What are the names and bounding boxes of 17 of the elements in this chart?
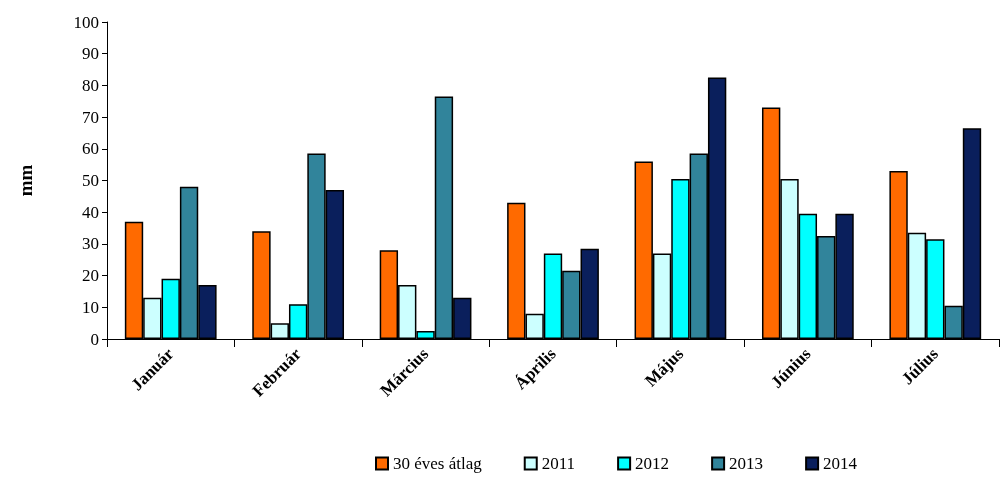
legend-label: 2014 [823, 454, 858, 473]
y-tick-label: 20 [82, 266, 99, 286]
legend-label: 2013 [729, 454, 764, 473]
y-tick-label: 50 [82, 171, 99, 190]
y-tick-label: 60 [82, 139, 99, 159]
legend-label: 30 éves átlag [393, 454, 483, 473]
y-axis-title: mm [15, 164, 36, 197]
y-tick-label: 70 [82, 107, 99, 127]
y-tick-label: 40 [82, 202, 99, 222]
y-tick-label: 90 [82, 44, 99, 64]
y-tick-label: 80 [82, 75, 99, 95]
y-tick-label: 100 [73, 12, 99, 32]
legend-label: 2012 [635, 454, 670, 473]
y-tick-label: 0 [90, 329, 99, 349]
legend-label: 2011 [541, 454, 576, 473]
y-tick-label: 10 [82, 297, 99, 317]
y-tick-label: 30 [82, 234, 99, 254]
